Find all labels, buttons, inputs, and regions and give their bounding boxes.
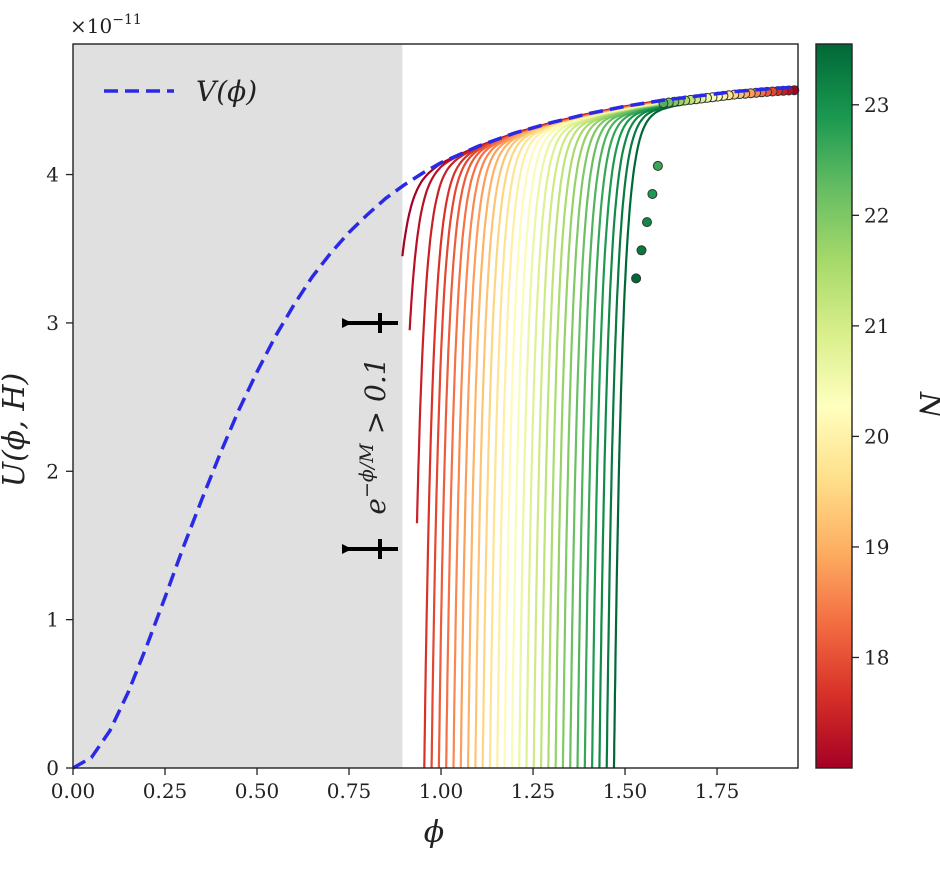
x-tick-label: 1.00 xyxy=(419,779,464,803)
x-tick-label: 0.75 xyxy=(327,779,372,803)
endpoint-markers xyxy=(631,85,800,284)
x-axis-ticks: 0.00 0.25 0.50 0.75 1.00 1.25 1.50 1.75 xyxy=(51,768,740,803)
y-tick-label: 1 xyxy=(46,608,59,632)
x-tick-label: 1.50 xyxy=(603,779,648,803)
curve-family xyxy=(401,85,799,769)
colorbar-tick-label: 22 xyxy=(864,203,889,227)
y-axis-label: U(ϕ, H) xyxy=(0,373,32,487)
potential-curve xyxy=(72,85,799,770)
y-scale-factor: ×10−11 xyxy=(70,12,142,38)
colorbar-tick-label: 21 xyxy=(864,314,889,338)
x-tick-label: 0.00 xyxy=(51,779,96,803)
curve-line xyxy=(605,90,799,768)
curve-line xyxy=(598,90,799,768)
colorbar-ticks: 18 19 20 21 22 23 xyxy=(852,93,889,669)
curve-line xyxy=(612,91,799,768)
endpoint-marker xyxy=(631,273,642,284)
y-tick-label: 4 xyxy=(46,163,59,187)
x-axis-label: ϕ xyxy=(424,815,444,850)
x-tick-label: 1.25 xyxy=(511,779,556,803)
plot-frame xyxy=(72,43,799,769)
legend: V(ϕ) xyxy=(104,75,257,108)
endpoint-marker xyxy=(636,245,647,256)
annotation-text: e−ϕ/M > 0.1 xyxy=(356,357,392,514)
curve-line xyxy=(437,86,799,768)
curve-line xyxy=(481,87,799,769)
curve-line xyxy=(423,86,799,768)
y-axis-ticks: 0 1 2 3 4 xyxy=(46,163,73,780)
colorbar-tick-label: 23 xyxy=(864,93,889,117)
annotation: e−ϕ/M > 0.1 xyxy=(342,313,398,559)
x-tick-label: 0.50 xyxy=(235,779,280,803)
y-tick-label: 3 xyxy=(46,311,59,335)
y-tick-label: 2 xyxy=(46,459,59,483)
endpoint-marker xyxy=(652,160,663,171)
colorbar-tick-label: 19 xyxy=(864,535,889,559)
x-tick-label: 1.75 xyxy=(695,779,740,803)
x-tick-label: 0.25 xyxy=(143,779,188,803)
endpoint-marker xyxy=(642,217,652,228)
endpoint-marker xyxy=(647,189,658,199)
shaded-region xyxy=(73,44,403,768)
colorbar-label: N xyxy=(912,391,940,420)
colorbar xyxy=(815,43,853,769)
colorbar-tick-label: 20 xyxy=(864,424,889,448)
colorbar-tick-label: 18 xyxy=(864,645,889,669)
legend-label: V(ϕ) xyxy=(196,75,257,108)
y-tick-label: 0 xyxy=(46,756,59,780)
